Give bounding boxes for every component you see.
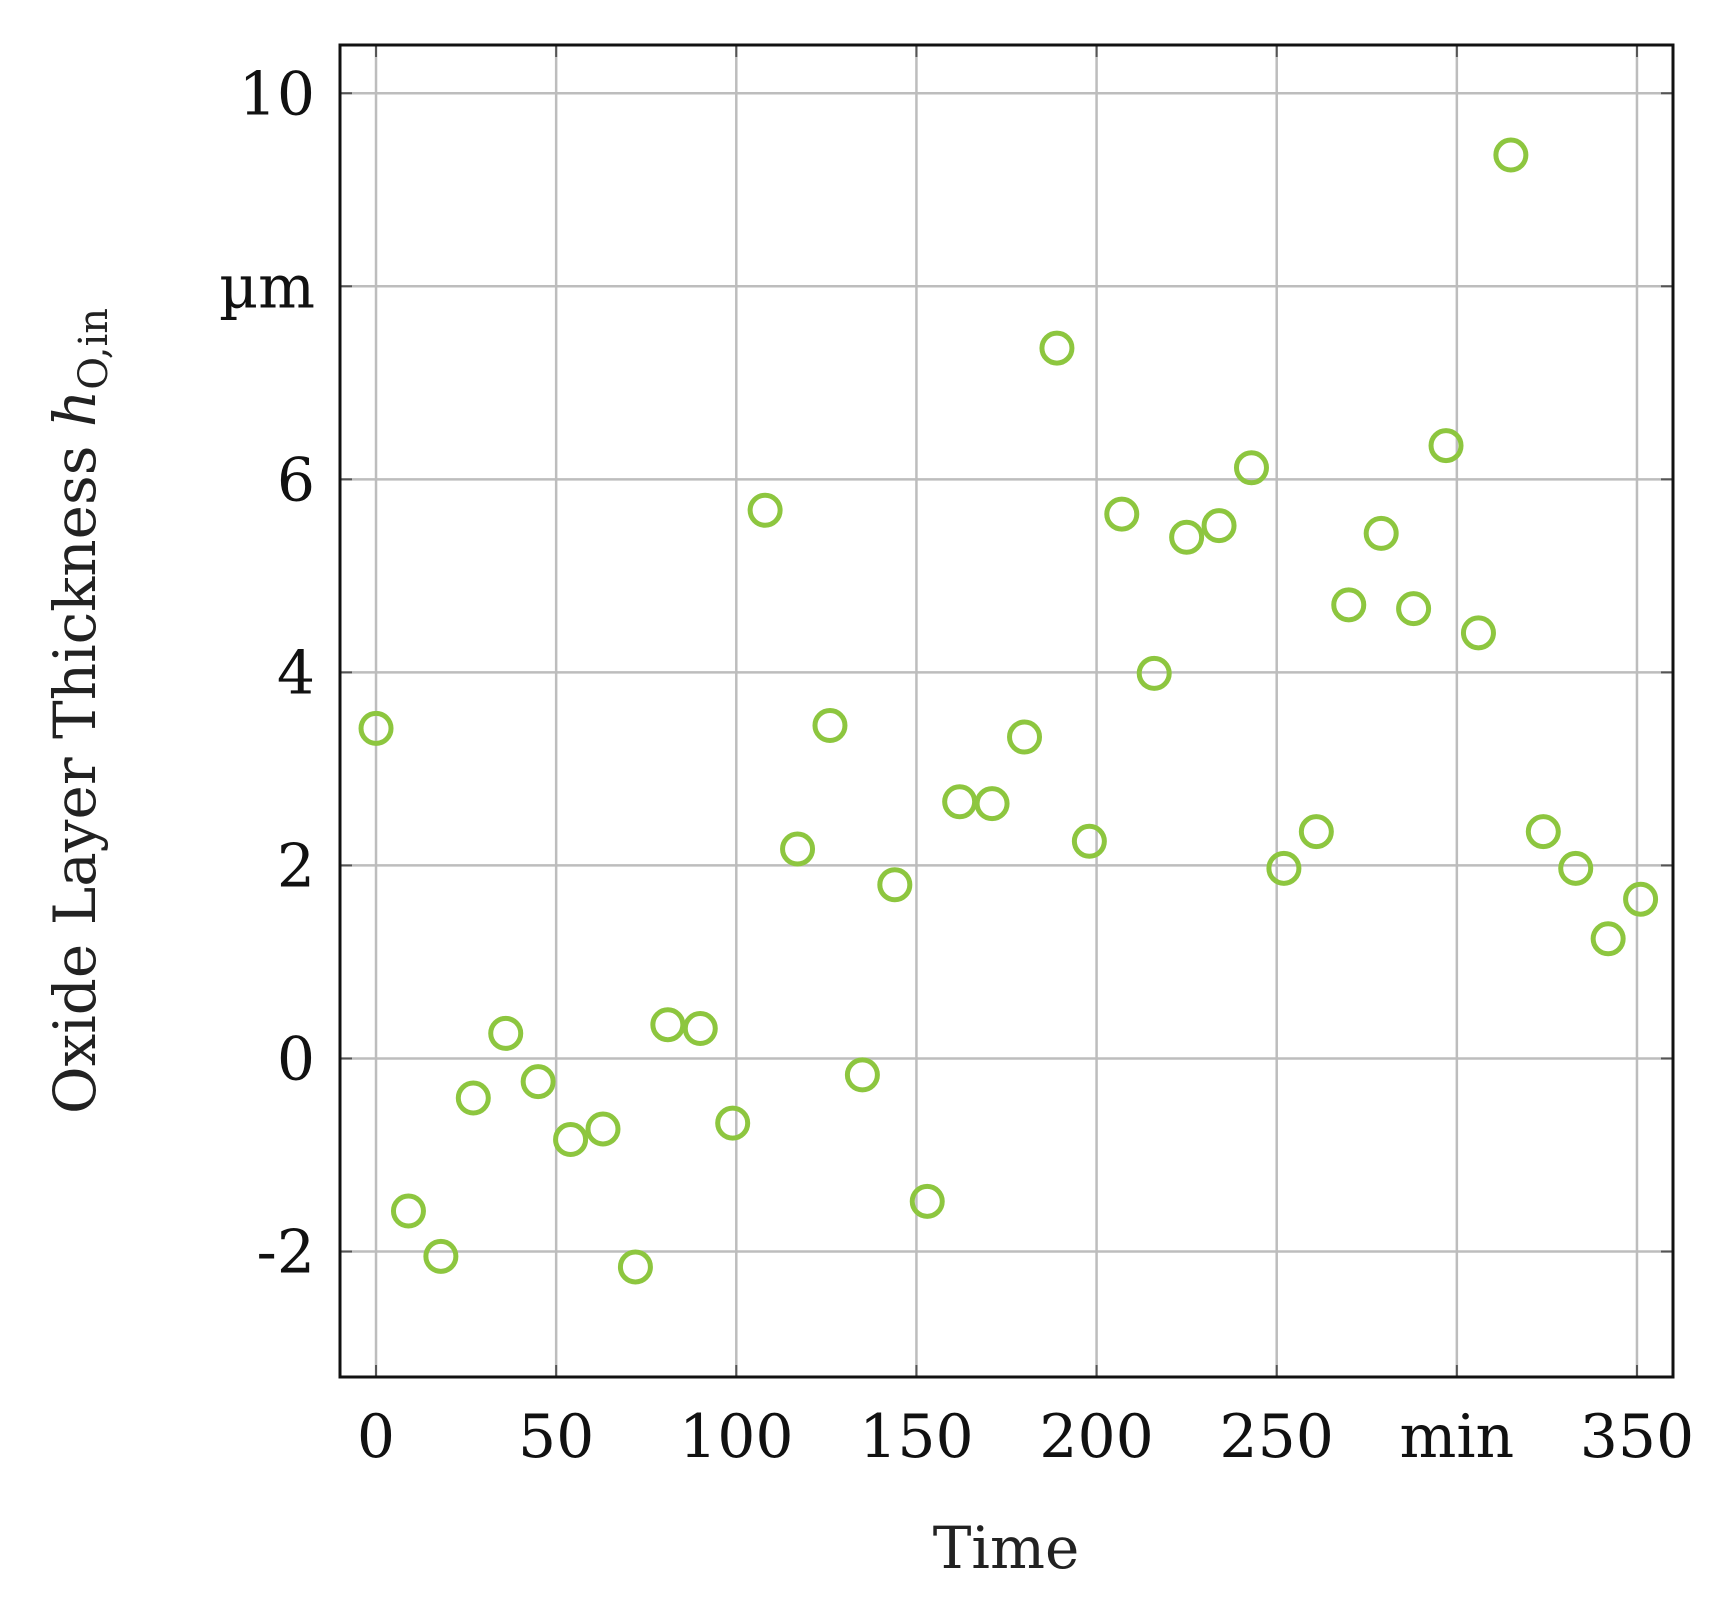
tick-marks (340, 45, 1673, 1377)
y-tick-label: 2 (277, 831, 315, 901)
data-point (844, 1057, 880, 1093)
x-tick-label: 100 (679, 1402, 794, 1472)
data-point (1493, 137, 1529, 173)
data-point (1039, 330, 1075, 366)
data-point (1623, 881, 1659, 917)
x-tick-label: 250 (1219, 1402, 1334, 1472)
data-point (390, 1193, 426, 1229)
plot-frame (338, 43, 1675, 1379)
x-tick-label: min (1399, 1402, 1514, 1472)
data-point (747, 492, 783, 528)
x-tick-label: 150 (859, 1402, 974, 1472)
y-tick-labels: -2 0 2 4 6 µm 10 (219, 59, 315, 1287)
data-point (1071, 823, 1107, 859)
data-point (1363, 515, 1399, 551)
data-point (1331, 587, 1367, 623)
data-point (780, 831, 816, 867)
x-tick-label: 350 (1580, 1402, 1695, 1472)
data-point (1558, 850, 1594, 886)
data-point (1136, 655, 1172, 691)
data-point (617, 1249, 653, 1285)
data-point (812, 707, 848, 743)
y-tick-label: 4 (277, 638, 315, 708)
data-point (682, 1011, 718, 1047)
grid (340, 45, 1673, 1377)
data-point (488, 1015, 524, 1051)
data-point (585, 1111, 621, 1147)
data-point (909, 1183, 945, 1219)
data-point (553, 1122, 589, 1158)
data-point (877, 867, 913, 903)
x-tick-label: 200 (1039, 1402, 1154, 1472)
data-point (1104, 496, 1140, 532)
data-point (358, 710, 394, 746)
y-axis-title-subscript: O,in (71, 308, 117, 390)
data-point (1201, 508, 1237, 544)
data-point (1007, 719, 1043, 755)
data-point (974, 786, 1010, 822)
y-axis-title-symbol: h (41, 390, 109, 427)
y-tick-label: -2 (257, 1218, 315, 1288)
x-axis-title: Time (933, 1514, 1080, 1582)
data-point (1233, 450, 1269, 486)
data-point (715, 1105, 751, 1141)
data-point (1266, 850, 1302, 886)
data-point (455, 1080, 491, 1116)
data-point (1460, 615, 1496, 651)
data-point (1169, 519, 1205, 555)
y-tick-label: µm (219, 252, 315, 322)
x-tick-label: 50 (518, 1402, 594, 1472)
y-axis-title-text: Oxide Layer Thickness (41, 446, 109, 1114)
y-tick-label: 6 (277, 445, 315, 515)
data-point (1428, 428, 1464, 464)
data-point (942, 784, 978, 820)
data-point (1298, 814, 1334, 850)
data-point (520, 1064, 556, 1100)
data-point (423, 1238, 459, 1274)
y-tick-label: 0 (277, 1024, 315, 1094)
data-point (650, 1007, 686, 1043)
data-point (1396, 591, 1432, 627)
y-axis-title: Oxide Layer Thickness hO,in (41, 308, 117, 1114)
data-point (1590, 921, 1626, 957)
y-tick-label: 10 (239, 59, 315, 129)
x-tick-label: 0 (357, 1402, 395, 1472)
data-point (1525, 814, 1561, 850)
x-tick-labels: 0 50 100 150 200 250 min 350 (357, 1402, 1694, 1472)
data-points (358, 137, 1659, 1285)
